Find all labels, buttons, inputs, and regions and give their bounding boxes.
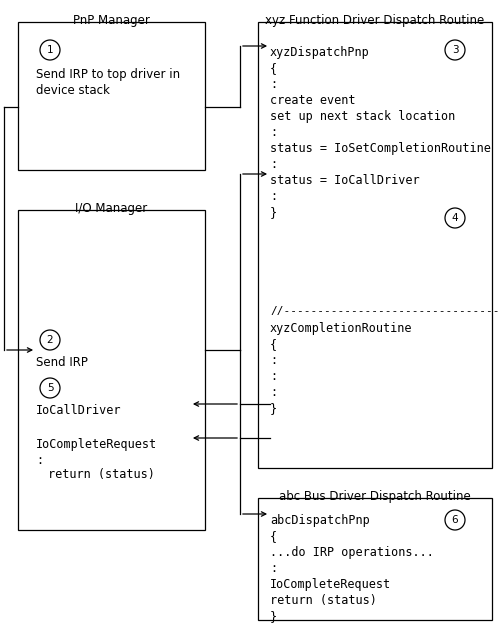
Text: 4: 4 bbox=[452, 213, 458, 223]
Text: set up next stack location: set up next stack location bbox=[270, 110, 455, 123]
Circle shape bbox=[445, 510, 465, 530]
Text: 3: 3 bbox=[452, 45, 458, 55]
Text: {: { bbox=[270, 338, 277, 351]
Text: status = IoSetCompletionRoutine: status = IoSetCompletionRoutine bbox=[270, 142, 491, 155]
Bar bbox=[18, 22, 205, 170]
Text: }: } bbox=[270, 402, 277, 415]
Text: status = IoCallDriver: status = IoCallDriver bbox=[270, 174, 420, 187]
Text: :: : bbox=[270, 370, 277, 383]
Text: device stack: device stack bbox=[36, 84, 110, 97]
Text: :: : bbox=[270, 78, 277, 91]
Text: }: } bbox=[270, 206, 277, 219]
Text: {: { bbox=[270, 530, 277, 543]
Text: }: } bbox=[270, 610, 277, 623]
Circle shape bbox=[445, 208, 465, 228]
Text: IoCallDriver: IoCallDriver bbox=[36, 404, 121, 417]
Text: 5: 5 bbox=[46, 383, 54, 393]
Text: 1: 1 bbox=[46, 45, 54, 55]
Text: PnP Manager: PnP Manager bbox=[73, 14, 150, 27]
Text: return (status): return (status) bbox=[270, 594, 377, 607]
Text: :: : bbox=[270, 562, 277, 575]
Bar bbox=[258, 22, 492, 468]
Text: IoCompleteRequest: IoCompleteRequest bbox=[36, 438, 157, 451]
Text: return (status): return (status) bbox=[48, 468, 155, 481]
Circle shape bbox=[40, 378, 60, 398]
Text: :: : bbox=[270, 386, 277, 399]
Text: {: { bbox=[270, 62, 277, 75]
Text: abc Bus Driver Dispatch Routine: abc Bus Driver Dispatch Routine bbox=[279, 490, 471, 503]
Text: 6: 6 bbox=[452, 515, 458, 525]
Text: xyzCompletionRoutine: xyzCompletionRoutine bbox=[270, 322, 412, 335]
Text: IoCompleteRequest: IoCompleteRequest bbox=[270, 578, 391, 591]
Text: :: : bbox=[270, 190, 277, 203]
Circle shape bbox=[40, 40, 60, 60]
Text: :: : bbox=[270, 158, 277, 171]
Text: 2: 2 bbox=[46, 335, 54, 345]
Text: ...do IRP operations...: ...do IRP operations... bbox=[270, 546, 434, 559]
Circle shape bbox=[445, 40, 465, 60]
Text: xyz Function Driver Dispatch Routine: xyz Function Driver Dispatch Routine bbox=[266, 14, 484, 27]
Text: Send IRP to top driver in: Send IRP to top driver in bbox=[36, 68, 180, 81]
Text: xyzDispatchPnp: xyzDispatchPnp bbox=[270, 46, 370, 59]
Text: :: : bbox=[36, 454, 43, 467]
Text: I/O Manager: I/O Manager bbox=[76, 202, 148, 215]
Text: abcDispatchPnp: abcDispatchPnp bbox=[270, 514, 370, 527]
Text: create event: create event bbox=[270, 94, 356, 107]
Text: //-------------------------------------------: //--------------------------------------… bbox=[270, 306, 500, 316]
Bar bbox=[18, 210, 205, 530]
Text: Send IRP: Send IRP bbox=[36, 356, 88, 369]
Text: :: : bbox=[270, 126, 277, 139]
Circle shape bbox=[40, 330, 60, 350]
Text: :: : bbox=[270, 354, 277, 367]
Bar bbox=[258, 498, 492, 620]
